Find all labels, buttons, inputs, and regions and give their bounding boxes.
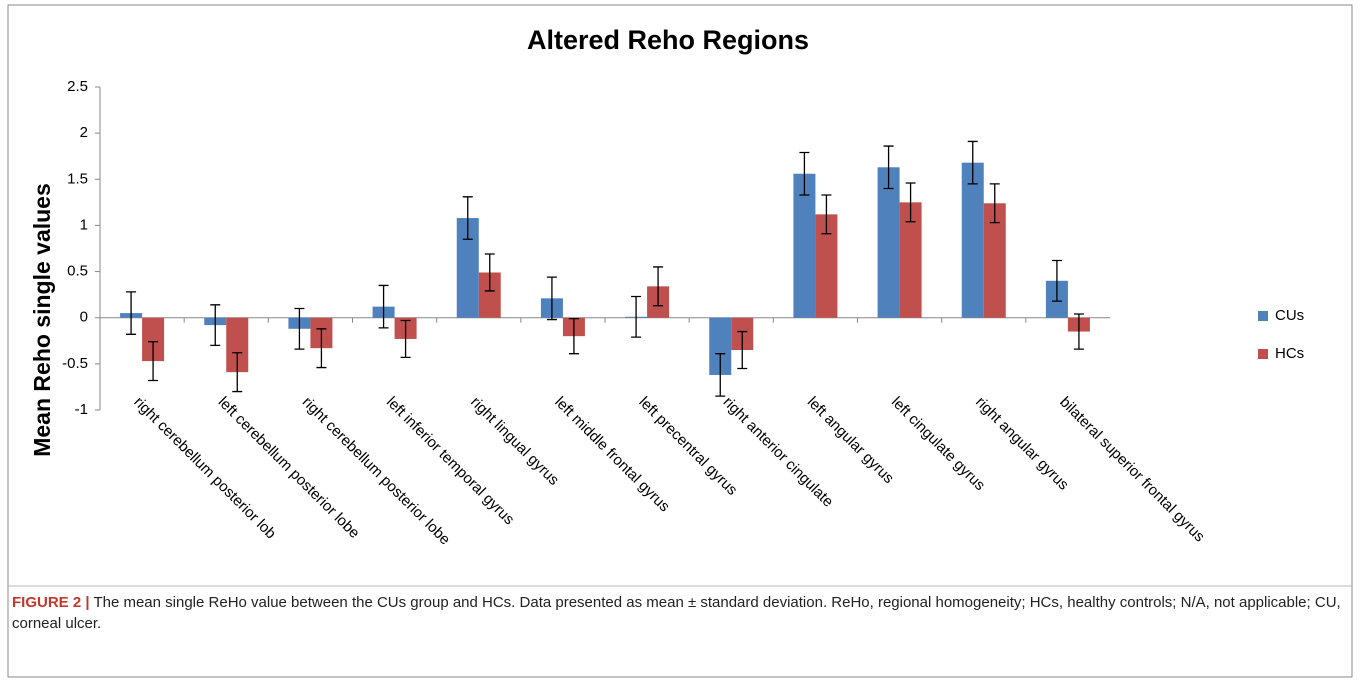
- bar: [815, 214, 838, 318]
- error-bar: [967, 140, 978, 185]
- error-bar: [883, 145, 894, 190]
- error-bar: [210, 304, 221, 347]
- legend-label: HCs: [1275, 345, 1304, 362]
- error-bar: [484, 253, 495, 292]
- error-bar: [905, 182, 916, 223]
- x-tick-label: bilateral superior frontal gyrus: [1056, 394, 1208, 546]
- y-axis-label: Mean Reho single values: [29, 183, 55, 457]
- error-bar: [316, 328, 327, 369]
- caption-label: FIGURE 2 |: [12, 594, 90, 611]
- bar: [793, 173, 816, 318]
- error-bar: [989, 183, 1000, 224]
- error-bar: [378, 284, 389, 329]
- x-tick-label: right lingual gyrus: [467, 394, 562, 489]
- error-bar: [126, 291, 137, 335]
- error-bar: [799, 151, 810, 196]
- y-tick-label: 2.5: [67, 78, 88, 95]
- error-bar: [715, 353, 726, 397]
- x-tick-label: left angular gyrus: [804, 394, 897, 487]
- error-bar: [462, 196, 473, 240]
- x-tick-label: right angular gyrus: [972, 394, 1072, 494]
- error-bar: [821, 194, 832, 235]
- bar: [142, 317, 165, 362]
- error-bar: [232, 352, 243, 393]
- error-bar: [631, 295, 642, 338]
- bar: [961, 162, 984, 318]
- error-bar: [568, 317, 579, 355]
- y-tick-label: 1.5: [67, 170, 88, 187]
- y-tick-label: -1: [75, 401, 88, 418]
- bar: [226, 317, 249, 373]
- error-bar: [400, 319, 411, 359]
- x-tick-label: left cerebellum posterior lobe: [215, 394, 363, 542]
- error-bar: [1073, 313, 1084, 350]
- error-bar: [546, 276, 557, 321]
- error-bar: [294, 307, 305, 350]
- x-tick-label: right cerebellum posterior lobe: [299, 394, 454, 549]
- y-tick-label: 2: [80, 124, 88, 141]
- error-bar: [653, 266, 664, 307]
- bar: [983, 203, 1006, 318]
- legend-swatch: [1258, 349, 1268, 359]
- error-bar: [737, 330, 748, 370]
- y-tick-label: 0.5: [67, 263, 88, 280]
- chart-title: Altered Reho Regions: [527, 25, 809, 55]
- legend-label: CUs: [1275, 307, 1304, 324]
- legend-swatch: [1258, 311, 1268, 321]
- bar: [709, 317, 732, 375]
- caption: FIGURE 2 | The mean single ReHo value be…: [12, 592, 1342, 634]
- y-tick-label: 0: [80, 309, 88, 326]
- bar: [899, 202, 922, 318]
- bar: [478, 272, 501, 318]
- y-tick-label: -0.5: [62, 355, 88, 372]
- y-tick-label: 1: [80, 216, 88, 233]
- error-bar: [148, 341, 159, 382]
- error-bar: [1051, 259, 1062, 302]
- caption-text: The mean single ReHo value between the C…: [12, 594, 1341, 632]
- bar: [456, 218, 479, 318]
- x-tick-label: left cingulate gyrus: [888, 394, 988, 494]
- frame: [7, 4, 1353, 678]
- x-tick-label: right cerebellum posterior lob: [130, 394, 279, 543]
- bar: [877, 167, 900, 318]
